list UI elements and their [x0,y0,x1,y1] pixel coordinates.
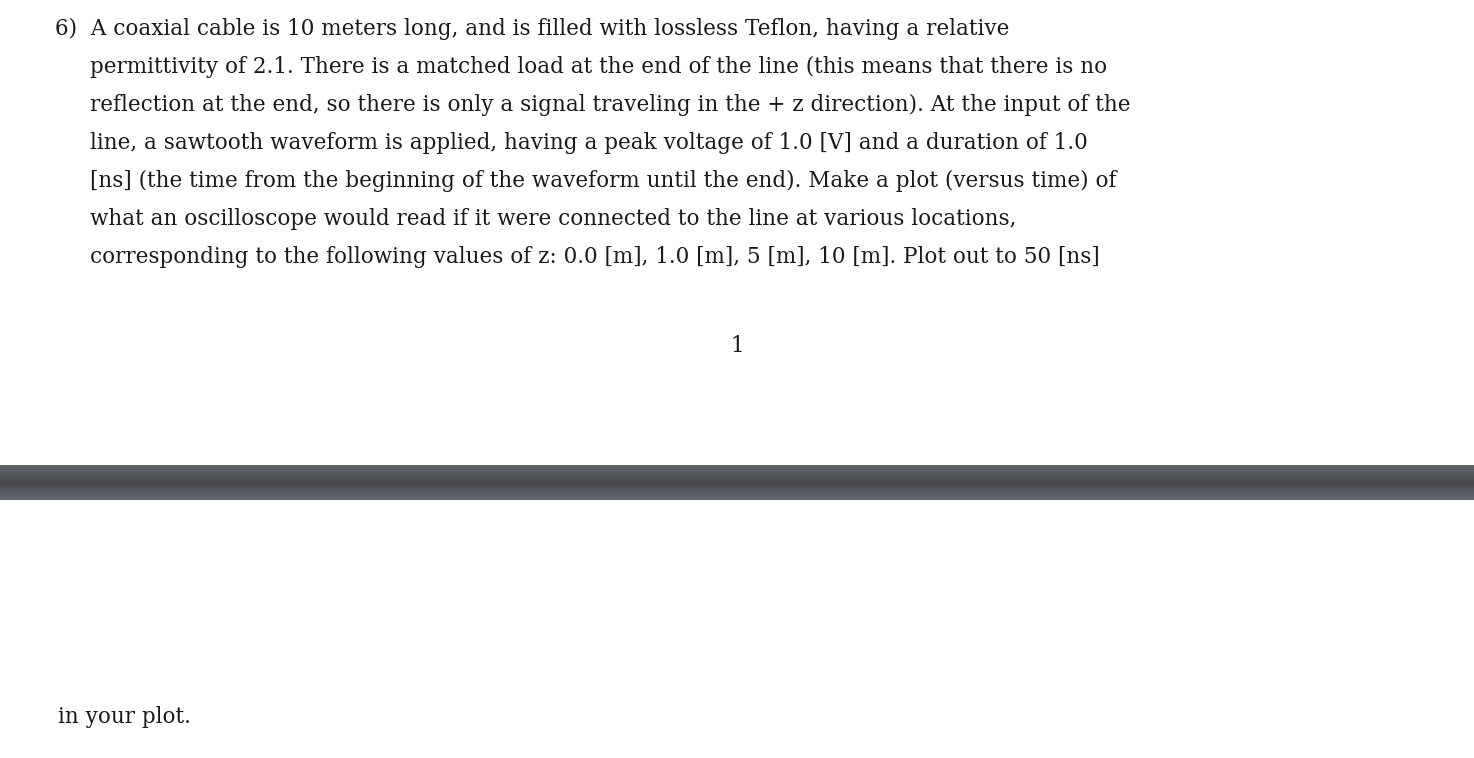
Text: reflection at the end, so there is only a signal traveling in the + z direction): reflection at the end, so there is only … [90,94,1131,116]
Text: 6)  A coaxial cable is 10 meters long, and is filled with lossless Teflon, havin: 6) A coaxial cable is 10 meters long, an… [55,18,1010,40]
Text: [ns] (the time from the beginning of the waveform until the end). Make a plot (v: [ns] (the time from the beginning of the… [90,170,1116,192]
Text: what an oscilloscope would read if it were connected to the line at various loca: what an oscilloscope would read if it we… [90,208,1017,230]
Text: in your plot.: in your plot. [57,706,190,728]
Text: corresponding to the following values of z: 0.0 [m], 1.0 [m], 5 [m], 10 [m]. Plo: corresponding to the following values of… [90,246,1100,268]
Text: 1: 1 [730,335,744,357]
Text: line, a sawtooth waveform is applied, having a peak voltage of 1.0 [V] and a dur: line, a sawtooth waveform is applied, ha… [90,132,1088,154]
Text: permittivity of 2.1. There is a matched load at the end of the line (this means : permittivity of 2.1. There is a matched … [90,56,1107,78]
